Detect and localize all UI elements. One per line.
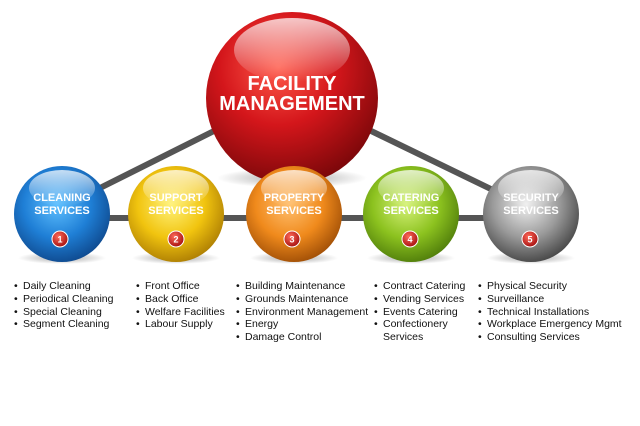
- badge-number: 2: [173, 235, 178, 245]
- badge-icon: [401, 230, 419, 248]
- list-item: Labour Supply: [136, 318, 225, 331]
- ball-property: PROPERTY SERVICES 3: [246, 166, 342, 264]
- badge-icon: [51, 230, 69, 248]
- service-label-line1: CLEANING: [33, 192, 90, 204]
- service-label-line2: SERVICES: [148, 205, 203, 217]
- badge-number: 4: [407, 235, 412, 245]
- list-item: Surveillance: [478, 293, 622, 306]
- list-item: Events Catering: [374, 306, 465, 319]
- list-item: Back Office: [136, 293, 225, 306]
- service-label-line1: SECURITY: [503, 192, 559, 204]
- security-items-list: Physical Security Surveillance Technical…: [478, 280, 622, 344]
- badge-icon: [283, 230, 301, 248]
- property-items-list: Building Maintenance Grounds Maintenance…: [236, 280, 368, 344]
- ball-security: SECURITY SERVICES 5: [483, 166, 579, 264]
- list-item: Consulting Services: [478, 331, 622, 344]
- badge-number: 3: [289, 235, 294, 245]
- list-item: Special Cleaning: [14, 306, 113, 319]
- service-label-line1: SUPPORT: [149, 192, 202, 204]
- list-item: Services: [383, 331, 424, 344]
- center-title-line1: FACILITY: [248, 73, 338, 95]
- list-item: Technical Installations: [478, 306, 622, 319]
- list-item: Grounds Maintenance: [236, 293, 368, 306]
- list-item: Physical Security: [478, 280, 622, 293]
- list-item: Front Office: [136, 280, 225, 293]
- list-item: Contract Catering: [374, 280, 465, 293]
- badge-icon: [167, 230, 185, 248]
- list-item: Confectionery: [374, 318, 465, 331]
- service-label-line2: SERVICES: [503, 205, 558, 217]
- list-item: Damage Control: [236, 331, 368, 344]
- ball-cleaning: CLEANING SERVICES 1: [14, 166, 110, 264]
- support-items-list: Front Office Back Office Welfare Facilit…: [136, 280, 225, 331]
- catering-items-list: Contract Catering Vending Services Event…: [374, 280, 465, 344]
- badge-number: 1: [57, 235, 62, 245]
- list-item: Building Maintenance: [236, 280, 368, 293]
- list-item: Energy: [236, 318, 368, 331]
- list-item: Environment Management: [236, 306, 368, 319]
- service-label-line1: PROPERTY: [264, 192, 325, 204]
- center-ball: FACILITY MANAGEMENT: [206, 12, 378, 188]
- service-label-line1: CATERING: [383, 192, 440, 204]
- list-item: Workplace Emergency Mgmt: [478, 318, 622, 331]
- ball-catering: CATERING SERVICES 4: [363, 166, 459, 264]
- badge-icon: [521, 230, 539, 248]
- badge-number: 5: [527, 235, 532, 245]
- service-label-line2: SERVICES: [266, 205, 321, 217]
- list-item: Daily Cleaning: [14, 280, 113, 293]
- list-item: Vending Services: [374, 293, 465, 306]
- service-label-line2: SERVICES: [34, 205, 89, 217]
- ball-support: SUPPORT SERVICES 2: [128, 166, 224, 264]
- list-item: Welfare Facilities: [136, 306, 225, 319]
- service-label-line2: SERVICES: [383, 205, 438, 217]
- cleaning-items-list: Daily Cleaning Periodical Cleaning Speci…: [14, 280, 113, 331]
- center-title-line2: MANAGEMENT: [219, 93, 365, 115]
- list-item: Segment Cleaning: [14, 318, 113, 331]
- list-item: Periodical Cleaning: [14, 293, 113, 306]
